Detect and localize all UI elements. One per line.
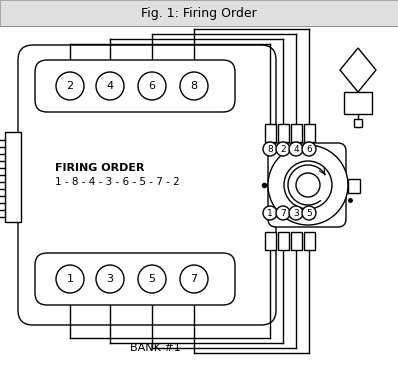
Bar bbox=[5, 132, 21, 222]
Bar bbox=[291, 124, 302, 142]
FancyBboxPatch shape bbox=[35, 60, 235, 112]
Text: 2: 2 bbox=[66, 81, 74, 91]
Circle shape bbox=[138, 72, 166, 100]
Text: 5: 5 bbox=[148, 274, 156, 284]
Bar bbox=[0, 0, 398, 26]
Text: Fig. 1: Firing Order: Fig. 1: Firing Order bbox=[141, 7, 257, 20]
Circle shape bbox=[56, 265, 84, 293]
Circle shape bbox=[96, 265, 124, 293]
Bar bbox=[265, 232, 276, 250]
Bar bbox=[291, 232, 302, 250]
Circle shape bbox=[56, 72, 84, 100]
Circle shape bbox=[289, 206, 303, 220]
FancyBboxPatch shape bbox=[35, 253, 235, 305]
Text: 7: 7 bbox=[190, 274, 197, 284]
Bar bbox=[278, 232, 289, 250]
Text: 1 - 8 - 4 - 3 - 6 - 5 - 7 - 2: 1 - 8 - 4 - 3 - 6 - 5 - 7 - 2 bbox=[55, 177, 180, 187]
Bar bbox=[304, 232, 315, 250]
Circle shape bbox=[180, 265, 208, 293]
Text: 6: 6 bbox=[306, 145, 312, 154]
Bar bbox=[348, 179, 360, 193]
Text: 3: 3 bbox=[107, 274, 113, 284]
Circle shape bbox=[276, 142, 290, 156]
Text: 7: 7 bbox=[280, 209, 286, 218]
Circle shape bbox=[276, 206, 290, 220]
Circle shape bbox=[138, 265, 166, 293]
FancyBboxPatch shape bbox=[268, 143, 346, 227]
Text: FIRING ORDER: FIRING ORDER bbox=[55, 163, 144, 173]
Text: 3: 3 bbox=[293, 209, 299, 218]
Circle shape bbox=[263, 142, 277, 156]
Text: 2: 2 bbox=[280, 145, 286, 154]
Text: 5: 5 bbox=[306, 209, 312, 218]
Circle shape bbox=[96, 72, 124, 100]
Text: 8: 8 bbox=[267, 145, 273, 154]
Text: 8: 8 bbox=[190, 81, 197, 91]
Bar bbox=[344, 92, 372, 114]
Circle shape bbox=[302, 142, 316, 156]
Circle shape bbox=[180, 72, 208, 100]
Circle shape bbox=[268, 145, 348, 225]
Text: 1: 1 bbox=[66, 274, 74, 284]
Text: BANK #1: BANK #1 bbox=[130, 343, 180, 353]
Bar bbox=[304, 124, 315, 142]
Circle shape bbox=[284, 161, 332, 209]
Text: 4: 4 bbox=[293, 145, 299, 154]
Circle shape bbox=[289, 142, 303, 156]
Circle shape bbox=[302, 206, 316, 220]
Circle shape bbox=[296, 173, 320, 197]
Bar bbox=[354, 119, 362, 127]
FancyBboxPatch shape bbox=[18, 45, 276, 325]
Circle shape bbox=[263, 206, 277, 220]
Polygon shape bbox=[340, 48, 376, 92]
Bar bbox=[265, 124, 276, 142]
Text: 6: 6 bbox=[148, 81, 156, 91]
Bar bbox=[278, 124, 289, 142]
Text: 1: 1 bbox=[267, 209, 273, 218]
Text: 4: 4 bbox=[106, 81, 113, 91]
